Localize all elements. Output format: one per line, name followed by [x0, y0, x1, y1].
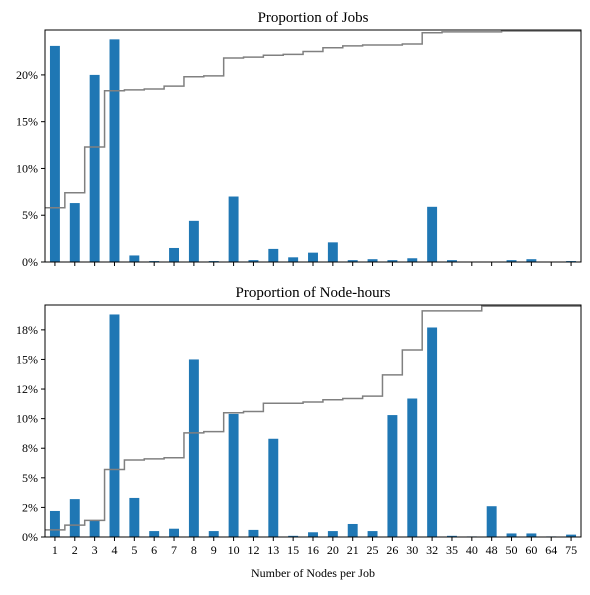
node-hours-bar-21	[348, 524, 358, 537]
node-hours-bar-6	[149, 531, 159, 537]
node-hours-xtick-label-21: 21	[347, 543, 359, 557]
node-hours-bar-5	[129, 498, 139, 537]
node-hours-xtick-label-75: 75	[565, 543, 577, 557]
node-hours-xtick-label-60: 60	[525, 543, 537, 557]
jobs-ytick-label-3: 15%	[16, 115, 38, 129]
jobs-ytick-label-2: 10%	[16, 161, 38, 175]
node-hours-bar-32	[427, 327, 437, 537]
node-hours-xtick-label-32: 32	[426, 543, 438, 557]
jobs-bar-10	[229, 197, 239, 262]
node-hours-xtick-label-6: 6	[151, 543, 157, 557]
node-hours-xtick-label-40: 40	[466, 543, 478, 557]
jobs-ytick-label-0: 0%	[22, 255, 38, 269]
node-hours-bar-4	[110, 314, 120, 537]
node-hours-bar-3	[90, 520, 100, 537]
node-hours-bar-48	[487, 506, 497, 537]
node-hours-xtick-label-12: 12	[247, 543, 259, 557]
jobs-bar-15	[288, 257, 298, 262]
node-hours-xtick-label-15: 15	[287, 543, 299, 557]
node-hours-plot-frame	[45, 305, 581, 537]
jobs-bar-16	[308, 253, 318, 262]
jobs-bar-13	[268, 249, 278, 262]
node-hours-ytick-label-2: 5%	[22, 471, 38, 485]
node-hours-bar-9	[209, 531, 219, 537]
jobs-bar-5	[129, 255, 139, 262]
node-hours-xtick-label-30: 30	[406, 543, 418, 557]
node-hours-cumulative-line	[45, 306, 581, 530]
node-hours-ytick-label-6: 15%	[16, 352, 38, 366]
node-hours-xtick-label-48: 48	[486, 543, 498, 557]
node-hours-bar-2	[70, 499, 80, 537]
node-hours-xtick-label-7: 7	[171, 543, 177, 557]
node-hours-bar-8	[189, 359, 199, 537]
node-hours-xtick-label-4: 4	[111, 543, 117, 557]
node-hours-bar-25	[368, 531, 378, 537]
jobs-cumulative-line	[45, 31, 581, 208]
node-hours-xtick-label-9: 9	[211, 543, 217, 557]
node-hours-xtick-label-3: 3	[92, 543, 98, 557]
node-hours-xtick-label-10: 10	[228, 543, 240, 557]
node-hours-bar-50	[507, 533, 517, 537]
jobs-ytick-label-1: 5%	[22, 208, 38, 222]
node-hours-xtick-label-50: 50	[506, 543, 518, 557]
node-hours-ytick-label-1: 2%	[22, 500, 38, 514]
jobs-bar-4	[110, 39, 120, 262]
node-hours-ytick-label-0: 0%	[22, 530, 38, 544]
jobs-bar-2	[70, 203, 80, 262]
node-hours-bar-10	[229, 414, 239, 537]
jobs-bar-8	[189, 221, 199, 262]
jobs-bar-30	[407, 258, 417, 262]
node-hours-xtick-label-64: 64	[545, 543, 557, 557]
node-hours-xtick-label-35: 35	[446, 543, 458, 557]
node-hours-xtick-label-8: 8	[191, 543, 197, 557]
jobs-bar-7	[169, 248, 179, 262]
node-hours-xtick-label-5: 5	[131, 543, 137, 557]
node-hours-bar-7	[169, 529, 179, 537]
jobs-bar-3	[90, 75, 100, 262]
node-hours-xtick-label-16: 16	[307, 543, 319, 557]
node-hours-xtick-label-25: 25	[367, 543, 379, 557]
node-hours-panel: Proportion of Node-hours0%2%5%8%10%12%15…	[16, 285, 581, 580]
node-hours-bar-12	[248, 530, 258, 537]
node-hours-chart-title: Proportion of Node-hours	[236, 285, 391, 301]
node-hours-xtick-label-13: 13	[267, 543, 279, 557]
node-hours-xtick-label-2: 2	[72, 543, 78, 557]
node-hours-ytick-label-7: 18%	[16, 323, 38, 337]
node-hours-ytick-label-4: 10%	[16, 412, 38, 426]
node-hours-bar-26	[387, 415, 397, 537]
node-hours-bar-30	[407, 399, 417, 537]
node-hours-ytick-label-3: 8%	[22, 441, 38, 455]
node-hours-bar-13	[268, 439, 278, 537]
jobs-panel: Proportion of Jobs 0% 5% 10% 15% 20%	[16, 10, 581, 269]
jobs-bar-32	[427, 207, 437, 262]
node-hours-xtick-label-20: 20	[327, 543, 339, 557]
node-hours-bar-60	[526, 533, 536, 537]
jobs-bar-20	[328, 242, 338, 262]
node-hours-bar-1	[50, 511, 60, 537]
node-hours-xtick-label-1: 1	[52, 543, 58, 557]
jobs-plot-frame	[45, 30, 581, 262]
node-hours-bar-16	[308, 532, 318, 537]
node-hours-ytick-label-5: 12%	[16, 382, 38, 396]
node-hours-x-axis-label: Number of Nodes per Job	[251, 566, 375, 580]
jobs-bar-1	[50, 46, 60, 262]
jobs-ytick-label-4: 20%	[16, 68, 38, 82]
node-hours-bar-20	[328, 531, 338, 537]
jobs-chart-title: Proportion of Jobs	[258, 10, 369, 26]
node-hours-xtick-label-26: 26	[386, 543, 398, 557]
